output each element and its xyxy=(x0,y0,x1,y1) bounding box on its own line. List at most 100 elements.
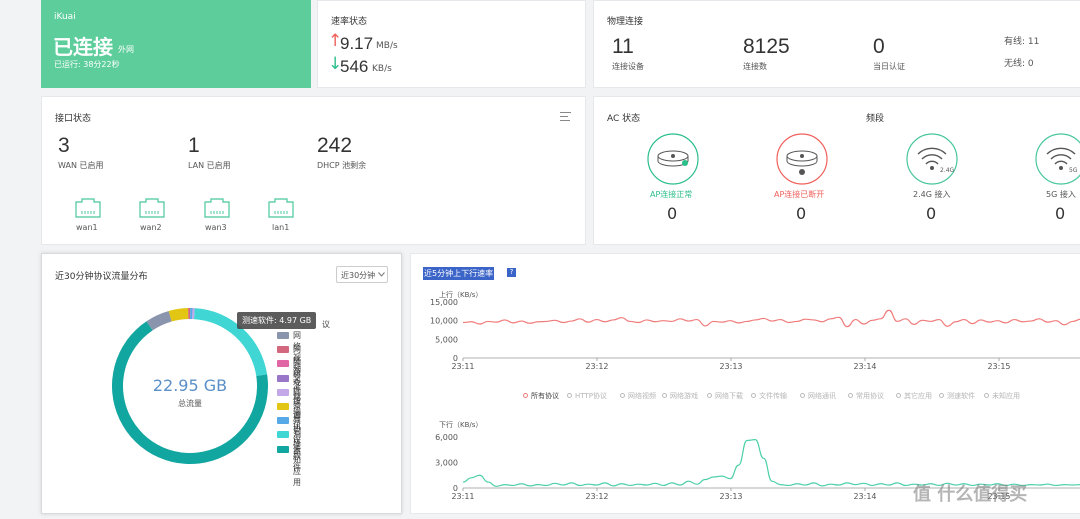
speed-status-card: 速率状态 ↑ 9.17 MB/s ↓ 546 KB/s xyxy=(317,0,586,88)
rate-legend-item[interactable]: HTTP协议 xyxy=(567,391,607,401)
ethernet-port-icon xyxy=(268,198,294,218)
chevron-down-icon xyxy=(378,272,385,277)
legend-label: 网络游戏 xyxy=(293,345,301,388)
time-range-value: 近30分钟 xyxy=(341,271,376,280)
pie-slice-网络视频[interactable] xyxy=(146,310,172,331)
legend-label: 未知应用 xyxy=(293,444,301,487)
x-tick-label: 23:12 xyxy=(585,362,608,371)
port-wan3[interactable]: wan3 xyxy=(203,197,231,233)
legend-swatch xyxy=(277,388,289,396)
ap-ok-item[interactable]: AP连接正常 0 xyxy=(646,132,700,242)
y-tick-label: 0 xyxy=(453,484,458,493)
rate-legend-label: HTTP协议 xyxy=(575,392,607,400)
pie-slice-测速软件[interactable] xyxy=(194,308,268,376)
band-24g-value: 0 xyxy=(926,204,937,223)
port-wan1[interactable]: wan1 xyxy=(74,197,102,233)
access-point-disconnected-icon xyxy=(776,133,828,185)
y-tick-label: 5,000 xyxy=(435,335,458,344)
wifi-icon: 5G xyxy=(1035,133,1080,185)
download-axis-label: 下行（KB/s） xyxy=(439,420,482,429)
y-tick-label: 6,000 xyxy=(435,433,458,442)
speed-card-title: 速率状态 xyxy=(331,17,368,27)
rate-legend-item[interactable]: 未知应用 xyxy=(984,391,1020,401)
x-tick-label: 23:13 xyxy=(719,362,742,371)
rate-legend-item[interactable]: 所有协议 xyxy=(523,391,559,401)
rate-legend-item[interactable]: 网络游戏 xyxy=(662,391,698,401)
rate-legend-label: 网络视频 xyxy=(628,392,656,400)
legend-label: 文件传输 xyxy=(293,373,301,416)
time-range-select[interactable]: 近30分钟 xyxy=(336,266,388,283)
rate-legend-item[interactable]: 网络通讯 xyxy=(800,391,836,401)
legend-swatch xyxy=(277,374,289,382)
rate-legend-item[interactable]: 测速软件 xyxy=(939,391,975,401)
download-arrow-icon: ↓ xyxy=(328,54,343,74)
legend-swatch xyxy=(277,431,289,439)
x-tick-label: 23:11 xyxy=(451,492,474,501)
wired-count: 有线: 11 xyxy=(1004,37,1040,47)
upload-speed-value: 9.17 xyxy=(340,34,374,53)
rate-chart-card: 近5分钟上下行速率 ? 上行（KB/s） 0 5,000 10,000 15,000 2… xyxy=(410,253,1080,514)
question-mark-icon[interactable]: ? xyxy=(507,268,516,277)
x-tick-label: 23:15 xyxy=(987,492,1010,501)
port-label: wan2 xyxy=(140,223,162,232)
wan-enabled-value: 3 xyxy=(58,134,70,157)
rate-legend-label: 测速软件 xyxy=(947,392,975,400)
legend-dot-icon xyxy=(939,393,944,398)
legend-swatch xyxy=(277,417,289,425)
ap-ok-value: 0 xyxy=(667,204,678,223)
series-line-所有协议 xyxy=(462,309,1080,328)
legend-dot-icon xyxy=(896,393,901,398)
rate-legend-item[interactable]: 常用协议 xyxy=(848,391,884,401)
ap-disconnected-value: 0 xyxy=(796,204,807,223)
connection-count-label: 连接数 xyxy=(743,62,767,71)
port-label: wan1 xyxy=(76,223,98,232)
rate-legend-item[interactable]: 其它应用 xyxy=(896,391,932,401)
legend-dot-icon xyxy=(848,393,853,398)
rate-legend-item[interactable]: 网络视频 xyxy=(620,391,656,401)
pie-slice-网络游戏[interactable] xyxy=(188,308,191,320)
rate-chart-title: 近5分钟上下行速率 xyxy=(423,267,495,280)
physical-connection-card: 物理连接 11 连接设备 8125 连接数 0 当日认证 有线: 11 无线: … xyxy=(593,0,1080,88)
watermark-text: 值 什么值得买 xyxy=(913,484,1028,505)
rate-legend-item[interactable]: 网络下载 xyxy=(707,391,743,401)
x-tick-label: 23:13 xyxy=(719,492,742,501)
access-point-ok-icon xyxy=(647,133,699,185)
protocol-traffic-card: 近30分钟协议流量分布 近30分钟 22.95 GB 总流量 测速软件: 4.9… xyxy=(41,253,402,514)
ap-disconnected-item[interactable]: AP连接已断开 0 xyxy=(774,132,829,242)
lan-enabled-label: LAN 已启用 xyxy=(188,161,231,170)
rate-legend-item[interactable]: 文件传输 xyxy=(751,391,787,401)
legend-dot-icon xyxy=(707,393,712,398)
rate-legend-label: 其它应用 xyxy=(904,392,932,400)
brand-label: iKuai xyxy=(54,12,76,22)
legend-swatch xyxy=(277,360,289,368)
port-lan1[interactable]: lan1 xyxy=(267,197,295,233)
legend-label: 网络下载 xyxy=(293,359,301,402)
legend-dot-icon xyxy=(662,393,667,398)
pie-slice-常用协议[interactable] xyxy=(168,308,189,322)
hamburger-menu-icon[interactable] xyxy=(560,112,571,121)
pie-slice-其它应用[interactable] xyxy=(190,308,193,320)
pie-slice-网络通讯[interactable] xyxy=(192,308,195,320)
port-wan2[interactable]: wan2 xyxy=(138,197,166,233)
band-24g-item[interactable]: 2.4G 2.4G 接入 0 xyxy=(905,132,959,242)
connected-devices-value: 11 xyxy=(612,35,634,58)
x-tick-label: 23:11 xyxy=(451,362,474,371)
interface-card-title: 接口状态 xyxy=(55,114,92,124)
upload-axis-label: 上行（KB/s） xyxy=(439,290,482,299)
y-tick-label: 10,000 xyxy=(430,317,458,326)
interface-status-card: 接口状态 3 WAN 已启用 1 LAN 已启用 242 DHCP 池剩余 wa… xyxy=(41,96,586,245)
protocol-card-title: 近30分钟协议流量分布 xyxy=(55,272,148,282)
upload-speed-unit: MB/s xyxy=(376,41,398,51)
pie-tooltip: 测速软件: 4.97 GB xyxy=(237,312,317,329)
band-5g-item[interactable]: 5G 5G 接入 0 xyxy=(1034,132,1080,242)
y-tick-label: 15,000 xyxy=(430,298,458,307)
x-tick-label: 23:14 xyxy=(853,362,876,371)
band-5g-label: 5G 接入 xyxy=(1046,190,1076,199)
total-traffic-value: 22.95 GB xyxy=(153,376,227,395)
download-speed-value: 546 xyxy=(340,57,369,76)
legend-dot-icon xyxy=(567,393,572,398)
ac-card-title: AC 状态 xyxy=(607,114,641,124)
legend-label: 网络通讯 xyxy=(293,387,301,430)
lan-enabled-value: 1 xyxy=(188,134,200,157)
rate-chart-title-text: 近5分钟上下行速率 xyxy=(424,269,494,278)
